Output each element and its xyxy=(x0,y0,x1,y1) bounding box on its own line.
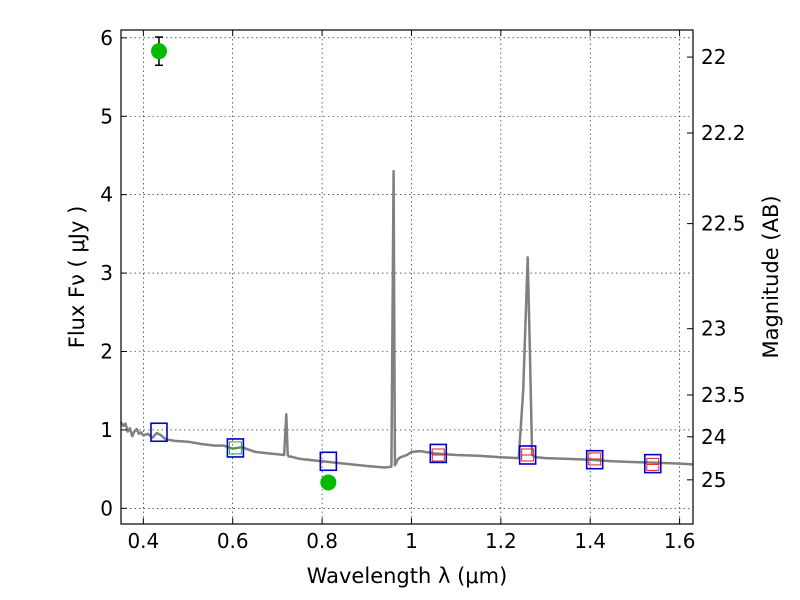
model-photometry-marker xyxy=(429,443,448,464)
y2-tick-label: 23 xyxy=(701,317,726,341)
y-tick-label: 6 xyxy=(100,26,113,50)
model-photometry-marker xyxy=(319,451,338,472)
y2-tick-label: 22 xyxy=(701,45,726,69)
grid xyxy=(121,30,693,524)
observed-box-markers xyxy=(228,441,660,471)
y-tick-label: 2 xyxy=(100,339,113,363)
y-tick-label: 1 xyxy=(100,418,113,442)
plot-frame xyxy=(120,29,694,525)
y2-tick-label: 23.5 xyxy=(701,383,746,407)
y2-tick-label: 22.2 xyxy=(701,121,746,145)
y-tick-label: 0 xyxy=(100,496,113,520)
y2-tick-label: 22.5 xyxy=(701,212,746,236)
model-photometry-marker xyxy=(150,422,168,443)
model-spectrum xyxy=(119,169,694,469)
x-tick-label: 1.6 xyxy=(664,529,696,553)
y2-tick-label: 25 xyxy=(701,468,726,492)
axis-ticks: 0.4 0.6 0.8 1 1.2 1.4 1.601234562222.222.52323… xyxy=(100,26,745,553)
y-axis-label: Flux Fν ( μJy ) xyxy=(65,206,89,349)
y2-axis-label: Magnitude (AB) xyxy=(759,195,783,358)
observed-detections xyxy=(150,36,337,491)
model-photometry-marker xyxy=(585,449,604,470)
observed-point xyxy=(150,43,167,60)
model-photometry-markers xyxy=(150,422,662,474)
x-tick-label: 0.8 xyxy=(306,529,338,553)
y-tick-label: 3 xyxy=(100,261,113,285)
model-photometry-marker xyxy=(226,438,245,458)
x-axis-label: Wavelength λ (μm) xyxy=(307,564,508,588)
y-tick-label: 5 xyxy=(100,104,113,128)
x-tick-label: 1 xyxy=(405,529,418,553)
model-photometry-marker xyxy=(518,445,537,465)
x-tick-label: 1.4 xyxy=(574,529,606,553)
model-photometry-marker xyxy=(643,453,662,474)
x-tick-label: 0.4 xyxy=(127,529,159,553)
x-tick-label: 1.2 xyxy=(485,529,517,553)
y-tick-label: 4 xyxy=(100,183,113,207)
y2-tick-label: 24 xyxy=(701,425,726,449)
x-tick-label: 0.6 xyxy=(217,529,249,553)
observed-point xyxy=(320,474,337,491)
model-spectrum-line xyxy=(119,169,694,469)
